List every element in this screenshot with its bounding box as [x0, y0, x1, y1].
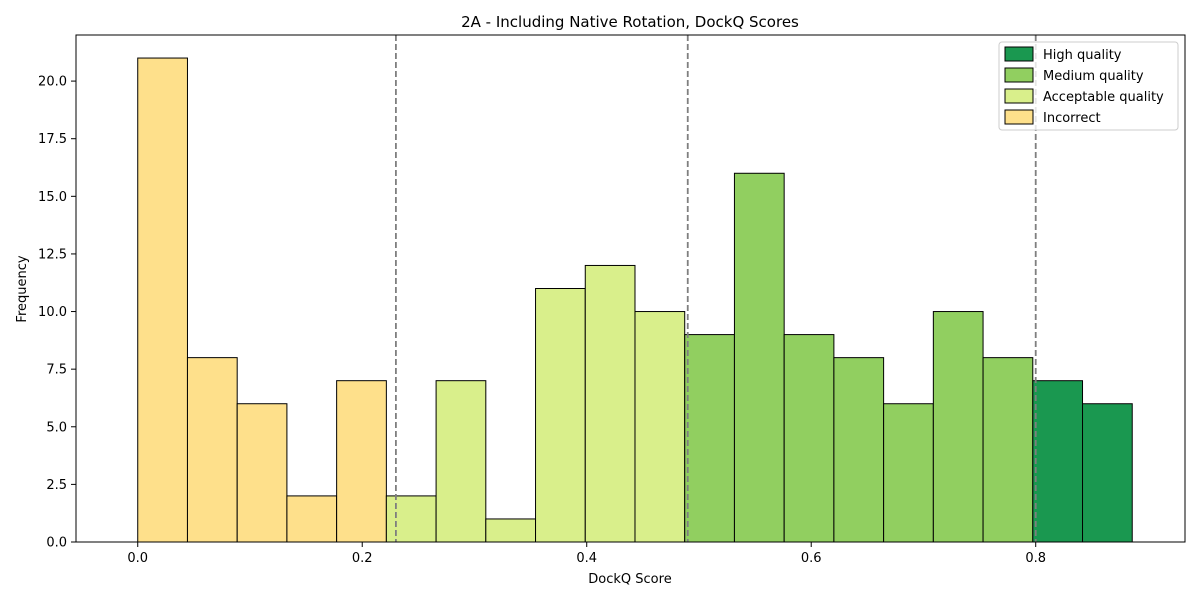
histogram-bar: [485, 518, 537, 543]
histogram-bar: [584, 264, 636, 543]
x-axis-title: DockQ Score: [588, 572, 671, 587]
histogram-bar: [783, 334, 835, 543]
y-tick-label: 17.5: [38, 132, 67, 147]
x-tick-label: 0.2: [352, 551, 373, 566]
x-axis-ticks: 0.0 0.2 0.4 0.6 0.8: [127, 542, 1046, 566]
histogram-bar: [1082, 403, 1133, 543]
histogram-bar: [982, 357, 1034, 543]
chart-title: 2A - Including Native Rotation, DockQ Sc…: [461, 13, 799, 31]
y-tick-label: 20.0: [38, 75, 67, 90]
y-tick-label: 7.5: [46, 363, 67, 378]
legend-label-incorrect: Incorrect: [1043, 111, 1101, 126]
histogram-bar: [385, 495, 437, 543]
histogram-bar: [883, 403, 934, 543]
histogram-bar: [535, 288, 586, 543]
histogram-bar: [684, 334, 735, 543]
legend: High quality Medium quality Acceptable q…: [998, 41, 1179, 131]
legend-swatch-acceptable: [1004, 88, 1034, 104]
histogram-bar: [137, 57, 188, 543]
y-tick-label: 12.5: [38, 247, 67, 262]
plot-frame: [75, 34, 1186, 543]
histogram-bar: [1032, 380, 1084, 543]
x-tick-label: 0.6: [801, 551, 822, 566]
histogram-bar: [336, 380, 387, 543]
histogram-bar: [435, 380, 487, 543]
histogram-bar: [236, 403, 288, 543]
histogram-bar: [932, 311, 984, 543]
y-tick-label: 0.0: [46, 536, 67, 551]
legend-swatch-high: [1004, 46, 1034, 62]
legend-swatch-medium: [1004, 67, 1034, 83]
x-tick-label: 0.8: [1025, 551, 1046, 566]
legend-label-high: High quality: [1043, 48, 1122, 63]
legend-frame: [998, 41, 1179, 131]
y-tick-label: 2.5: [46, 478, 67, 493]
legend-label-acceptable: Acceptable quality: [1043, 90, 1164, 105]
y-axis-title: Frequency: [15, 255, 30, 322]
y-axis-ticks: 0.0 2.5 5.0 7.5 10.0 12.5 15.0 17.5 20.0: [38, 75, 76, 551]
histogram-bar: [186, 357, 238, 543]
y-tick-label: 10.0: [38, 305, 67, 320]
histogram-bar: [286, 495, 338, 543]
bars-layer: [137, 57, 1133, 543]
x-tick-label: 0.4: [576, 551, 597, 566]
histogram-bar: [634, 311, 686, 543]
y-tick-label: 15.0: [38, 190, 67, 205]
histogram-bar: [833, 357, 885, 543]
legend-swatch-incorrect: [1004, 109, 1034, 125]
x-tick-label: 0.0: [127, 551, 148, 566]
legend-label-medium: Medium quality: [1043, 69, 1144, 84]
histogram-bar: [733, 172, 785, 543]
y-tick-label: 5.0: [46, 420, 67, 435]
